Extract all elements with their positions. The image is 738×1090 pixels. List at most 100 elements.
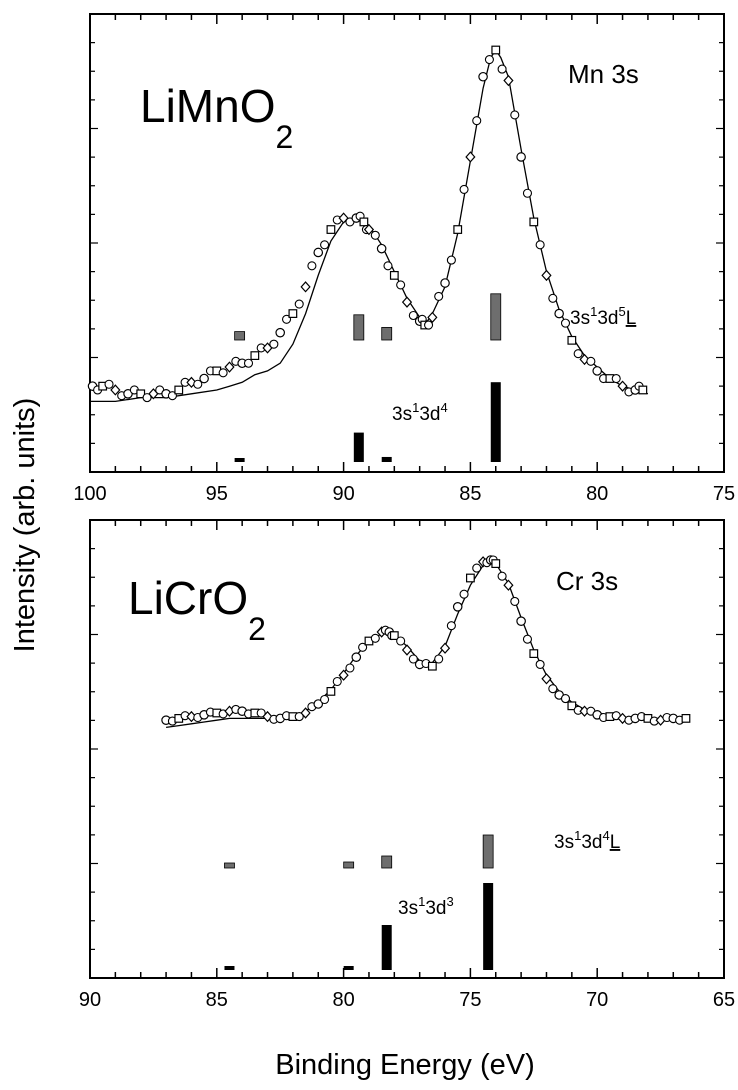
top-stick-shaded — [234, 331, 246, 341]
bottom-data-point — [313, 699, 324, 709]
top-stick-solid — [234, 458, 245, 462]
bottom-data-point — [548, 684, 558, 694]
bottom-sticks — [224, 834, 494, 970]
top-data-point — [250, 351, 260, 360]
bottom-stick-shaded — [482, 834, 494, 869]
top-data-point — [243, 358, 254, 368]
top-data-point — [560, 318, 571, 328]
top-stick-solid — [353, 432, 364, 462]
bottom-data-point — [427, 661, 437, 671]
bottom-data-point — [294, 712, 304, 722]
bottom-curves — [161, 555, 691, 729]
bottom-stick-solid — [343, 966, 354, 970]
top-data-point — [288, 309, 298, 318]
bottom-data-point — [503, 579, 514, 591]
top-data-point — [424, 320, 434, 330]
bottom-data-point — [320, 694, 330, 705]
bottom-compound-label: LiCrO2 — [128, 572, 266, 647]
bottom-data-point — [332, 676, 342, 687]
top-compound-label: LiMnO2 — [140, 80, 293, 155]
top-data-point — [503, 74, 514, 87]
top-xtick-label: 100 — [73, 483, 106, 505]
top-config-label-ligand: 3s13d5L — [570, 304, 636, 329]
top-data-point — [218, 368, 228, 378]
top-data-point — [275, 327, 285, 338]
top-data-point — [142, 393, 152, 403]
top-stick-solid — [381, 456, 392, 462]
top-data-point — [611, 373, 621, 384]
bottom-stick-shaded — [343, 861, 355, 869]
top-data-point — [446, 255, 456, 265]
top-data-point — [586, 356, 596, 366]
bottom-data-point — [452, 601, 463, 612]
top-xtick-label: 85 — [459, 483, 481, 505]
bottom-data-point — [497, 571, 507, 581]
top-data-point — [510, 110, 520, 120]
top-data-point — [478, 71, 488, 82]
top-data-point — [497, 64, 507, 74]
x-axis-label: Binding Energy (eV) — [275, 1049, 535, 1081]
bottom-data-point — [529, 649, 539, 658]
top-data-point — [294, 299, 304, 309]
bottom-ticks — [89, 520, 725, 978]
top-data-point — [548, 293, 558, 303]
bottom-data-point — [535, 659, 545, 669]
top-data-point — [453, 225, 463, 234]
top-fit-line — [90, 48, 649, 403]
top-sticks — [234, 293, 502, 462]
bottom-stick-solid — [224, 966, 235, 970]
top-data-point — [389, 270, 399, 280]
top-peak-label: Mn 3s — [568, 59, 639, 89]
top-data-point — [465, 151, 476, 163]
top-data-point — [199, 373, 209, 384]
bottom-data-point — [459, 589, 469, 599]
top-data-point — [567, 335, 577, 345]
bottom-xtick-label: 65 — [713, 989, 735, 1011]
bottom-data-point — [681, 713, 691, 723]
top-data-point — [638, 385, 648, 395]
bottom-data-point — [338, 669, 349, 681]
bottom-data-point — [351, 652, 362, 662]
bottom-stick-solid — [381, 925, 392, 970]
top-data-point — [110, 384, 121, 396]
top-stick-shaded — [490, 293, 502, 341]
bottom-data-point — [541, 673, 552, 685]
top-data-point — [174, 385, 184, 395]
bottom-data-point — [345, 663, 355, 673]
top-stick-solid — [490, 382, 501, 462]
top-data-point — [326, 225, 336, 234]
bottom-data-point — [510, 596, 520, 606]
bottom-peak-label: Cr 3s — [556, 566, 618, 596]
top-data-point — [401, 296, 413, 308]
bottom-data-point — [472, 563, 482, 573]
top-data-point — [307, 261, 317, 271]
bottom-data-point — [370, 633, 380, 643]
bottom-data-point — [396, 636, 406, 646]
top-data-point — [434, 291, 444, 301]
bottom-config-label: 3s13d3 — [398, 894, 454, 919]
top-data-point — [472, 116, 482, 126]
bottom-xtick-label: 70 — [586, 989, 608, 1011]
top-panel: 100 95 90 85 80 75 LiMnO2 Mn 3s 3s13d5L 3s13d… — [73, 13, 735, 505]
top-data-point — [529, 217, 539, 227]
top-curves — [87, 45, 649, 403]
top-xtick-label: 90 — [332, 483, 354, 505]
top-data-point — [541, 269, 552, 282]
top-data-point — [320, 240, 330, 250]
top-data-point — [522, 188, 533, 198]
top-data-point — [104, 379, 114, 389]
top-data-point — [193, 379, 203, 389]
top-data-point — [300, 281, 311, 293]
bottom-data-point — [560, 694, 571, 704]
bottom-stick-shaded — [381, 855, 393, 869]
top-data-point — [491, 45, 501, 55]
bottom-data-point — [262, 710, 273, 723]
top-data-point — [516, 152, 526, 162]
top-data-point — [408, 310, 418, 321]
top-data-point — [313, 247, 324, 258]
bottom-panel: 90 85 80 75 70 65 LiCrO2 Cr 3s 3s13d4L 3s13d3 — [79, 519, 735, 1011]
top-stick-shaded — [381, 326, 393, 341]
bottom-data-point — [466, 573, 475, 583]
bottom-data-point — [446, 621, 456, 631]
